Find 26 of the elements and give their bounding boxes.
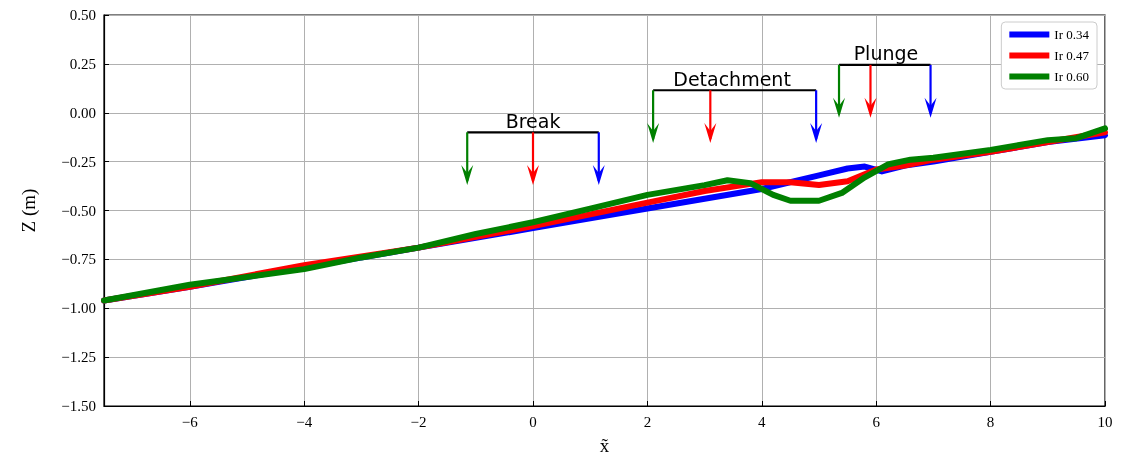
x-tick-label: 8 bbox=[986, 413, 995, 430]
y-axis-title: Z (m) bbox=[18, 188, 40, 233]
legend-label: Ir 0.34 bbox=[1054, 27, 1090, 42]
annotation: Plunge bbox=[853, 42, 919, 65]
y-tick-label: −0.75 bbox=[61, 251, 96, 268]
x-tick-label: 4 bbox=[758, 413, 767, 430]
x-tick-label: −4 bbox=[296, 413, 313, 430]
x-axis-title: x̃ bbox=[599, 435, 610, 456]
legend-label: Ir 0.60 bbox=[1054, 69, 1090, 84]
y-tick-label: 0.50 bbox=[69, 7, 96, 23]
y-tick-label: −1.00 bbox=[61, 300, 96, 317]
y-tick-label: −0.50 bbox=[61, 202, 96, 219]
x-tick-label: 2 bbox=[643, 413, 652, 430]
x-tick-label: 0 bbox=[529, 413, 537, 430]
x-tick-label: −2 bbox=[410, 413, 427, 430]
x-tick-label: 6 bbox=[872, 413, 881, 430]
x-tick-label: 10 bbox=[1097, 413, 1113, 430]
y-tick-label: −1.25 bbox=[61, 349, 96, 366]
legend-label: Ir 0.47 bbox=[1054, 48, 1090, 63]
annotation: Detachment bbox=[673, 67, 791, 90]
y-tick-label: 0.25 bbox=[69, 55, 96, 72]
y-tick-label: 0.00 bbox=[69, 104, 96, 121]
y-tick-label: −0.25 bbox=[61, 153, 96, 170]
annotation: Break bbox=[505, 109, 561, 132]
y-tick-label: −1.50 bbox=[61, 398, 96, 414]
x-tick-label: −6 bbox=[181, 413, 199, 430]
